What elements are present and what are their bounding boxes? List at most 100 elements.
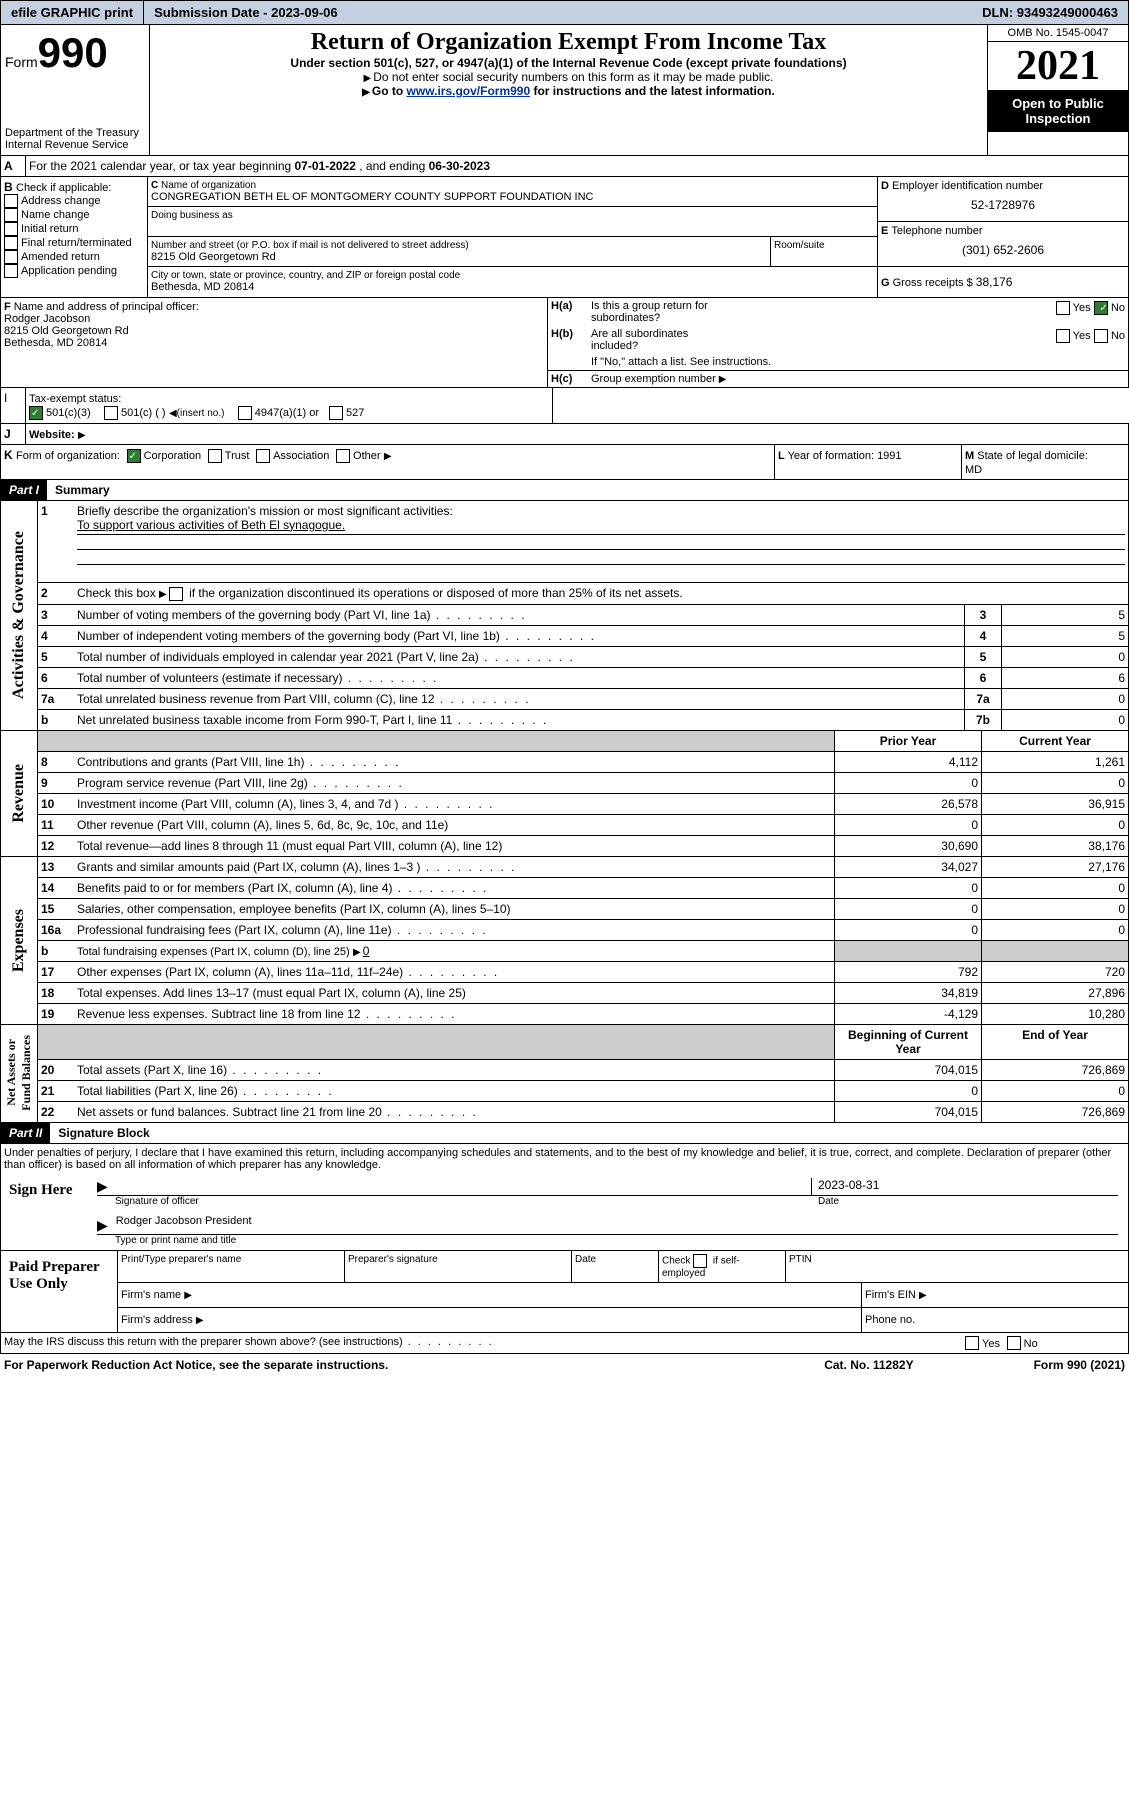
paperwork-notice: For Paperwork Reduction Act Notice, see …: [4, 1358, 388, 1372]
group-return-yes-checkbox[interactable]: [1056, 301, 1070, 315]
c17: 720: [981, 962, 1128, 982]
amended-return-checkbox[interactable]: [4, 250, 18, 264]
paid-preparer-block: Paid Preparer Use Only Print/Type prepar…: [0, 1251, 1129, 1333]
l8: Contributions and grants (Part VIII, lin…: [74, 752, 834, 772]
v4: 5: [1001, 626, 1128, 646]
l17: Other expenses (Part IX, column (A), lin…: [74, 962, 834, 982]
addr-label: Number and street (or P.O. box if mail i…: [151, 240, 767, 251]
l9: Program service revenue (Part VIII, line…: [74, 773, 834, 793]
paid-preparer-label: Paid Preparer Use Only: [1, 1251, 117, 1332]
section-i: I Tax-exempt status: 501(c)(3) 501(c) ( …: [0, 388, 1129, 424]
p8: 4,112: [834, 752, 981, 772]
irs-link[interactable]: www.irs.gov/Form990: [407, 84, 531, 98]
sign-here-block: Sign Here ▶ 2023-08-31 Signature of offi…: [0, 1174, 1129, 1251]
form-version: Form 990 (2021): [1034, 1358, 1125, 1372]
discuss-no-checkbox[interactable]: [1007, 1336, 1021, 1350]
subordinates-no-checkbox[interactable]: [1094, 329, 1108, 343]
perjury-text: Under penalties of perjury, I declare th…: [0, 1144, 1129, 1174]
application-pending-checkbox[interactable]: [4, 264, 18, 278]
city-label: City or town, state or province, country…: [151, 270, 874, 281]
l7b: Net unrelated business taxable income fr…: [74, 710, 964, 730]
v7a: 0: [1001, 689, 1128, 709]
initial-return-checkbox[interactable]: [4, 222, 18, 236]
c15: 0: [981, 899, 1128, 919]
c8: 1,261: [981, 752, 1128, 772]
group-return-no-checkbox[interactable]: [1094, 301, 1108, 315]
name-change-checkbox[interactable]: [4, 208, 18, 222]
p20: 704,015: [834, 1060, 981, 1080]
type-print-label: Type or print name and title: [115, 1235, 1118, 1246]
activities-governance: Activities & Governance 1 Briefly descri…: [0, 501, 1129, 731]
l6: Total number of volunteers (estimate if …: [74, 668, 964, 688]
self-employed-checkbox[interactable]: [693, 1254, 707, 1268]
street-address: 8215 Old Georgetown Rd: [151, 251, 767, 263]
corp-checkbox[interactable]: [127, 449, 141, 463]
p18: 34,819: [834, 983, 981, 1003]
current-year-hdr: Current Year: [981, 731, 1128, 751]
topbar: efile GRAPHIC print Submission Date - 20…: [0, 0, 1129, 25]
discontinued-checkbox[interactable]: [169, 587, 183, 601]
c11: 0: [981, 815, 1128, 835]
section-h: H(a) Is this a group return forsubordina…: [548, 298, 1128, 387]
header-mid: Return of Organization Exempt From Incom…: [150, 25, 987, 155]
ein: 52-1728976: [881, 192, 1125, 218]
p12: 30,690: [834, 836, 981, 856]
assoc-checkbox[interactable]: [256, 449, 270, 463]
p9: 0: [834, 773, 981, 793]
l11: Other revenue (Part VIII, column (A), li…: [74, 815, 834, 835]
l19: Revenue less expenses. Subtract line 18 …: [74, 1004, 834, 1024]
org-name: CONGREGATION BETH EL OF MONTGOMERY COUNT…: [151, 191, 874, 203]
c9: 0: [981, 773, 1128, 793]
subordinates-yes-checkbox[interactable]: [1056, 329, 1070, 343]
dln: DLN: 93493249000463: [972, 1, 1128, 24]
l4: Number of independent voting members of …: [74, 626, 964, 646]
l1-text: Briefly describe the organization's miss…: [77, 504, 453, 518]
address-change-checkbox[interactable]: [4, 194, 18, 208]
l13: Grants and similar amounts paid (Part IX…: [74, 857, 834, 877]
sig-of-officer: Signature of officer: [97, 1196, 812, 1207]
page: efile GRAPHIC print Submission Date - 20…: [0, 0, 1129, 1376]
discuss-yes-checkbox[interactable]: [965, 1336, 979, 1350]
line-a: A For the 2021 calendar year, or tax yea…: [0, 156, 1129, 177]
c14: 0: [981, 878, 1128, 898]
c18: 27,896: [981, 983, 1128, 1003]
eoy-hdr: End of Year: [981, 1025, 1128, 1059]
final-return-checkbox[interactable]: [4, 236, 18, 250]
form-title: Return of Organization Exempt From Incom…: [154, 29, 983, 56]
4947-checkbox[interactable]: [238, 406, 252, 420]
l22: Net assets or fund balances. Subtract li…: [74, 1102, 834, 1122]
l16a: Professional fundraising fees (Part IX, …: [74, 920, 834, 940]
open-public: Open to PublicInspection: [988, 90, 1128, 132]
exp-label: Expenses: [6, 905, 32, 976]
other-checkbox[interactable]: [336, 449, 350, 463]
preparer-name-hdr: Print/Type preparer's name: [118, 1251, 345, 1282]
efile-print-button[interactable]: efile GRAPHIC print: [1, 1, 144, 24]
p15: 0: [834, 899, 981, 919]
trust-checkbox[interactable]: [208, 449, 222, 463]
l20: Total assets (Part X, line 16): [74, 1060, 834, 1080]
527-checkbox[interactable]: [329, 406, 343, 420]
dba-label: Doing business as: [151, 210, 874, 221]
form-number: Form990: [5, 29, 145, 77]
501c3-checkbox[interactable]: [29, 406, 43, 420]
header-left: Form990 Department of the Treasury Inter…: [1, 25, 150, 155]
section-d-e-g: D Employer identification number 52-1728…: [878, 177, 1128, 297]
bocy-hdr: Beginning of Current Year: [834, 1025, 981, 1059]
expenses-section: Expenses 13Grants and similar amounts pa…: [0, 857, 1129, 1025]
gov-label: Activities & Governance: [6, 527, 32, 703]
city-state-zip: Bethesda, MD 20814: [151, 281, 874, 293]
preparer-date-hdr: Date: [572, 1251, 659, 1282]
omb-number: OMB No. 1545-0047: [988, 25, 1128, 42]
v6: 6: [1001, 668, 1128, 688]
501c-checkbox[interactable]: [104, 406, 118, 420]
c21: 0: [981, 1081, 1128, 1101]
p16a: 0: [834, 920, 981, 940]
section-b: B Check if applicable: Address change Na…: [1, 177, 148, 297]
irs-label: Internal Revenue Service: [5, 139, 145, 151]
sign-here-label: Sign Here: [1, 1174, 87, 1250]
l3: Number of voting members of the governin…: [74, 605, 964, 625]
p11: 0: [834, 815, 981, 835]
sign-date: 2023-08-31: [811, 1178, 1118, 1195]
c16a: 0: [981, 920, 1128, 940]
v5: 0: [1001, 647, 1128, 667]
